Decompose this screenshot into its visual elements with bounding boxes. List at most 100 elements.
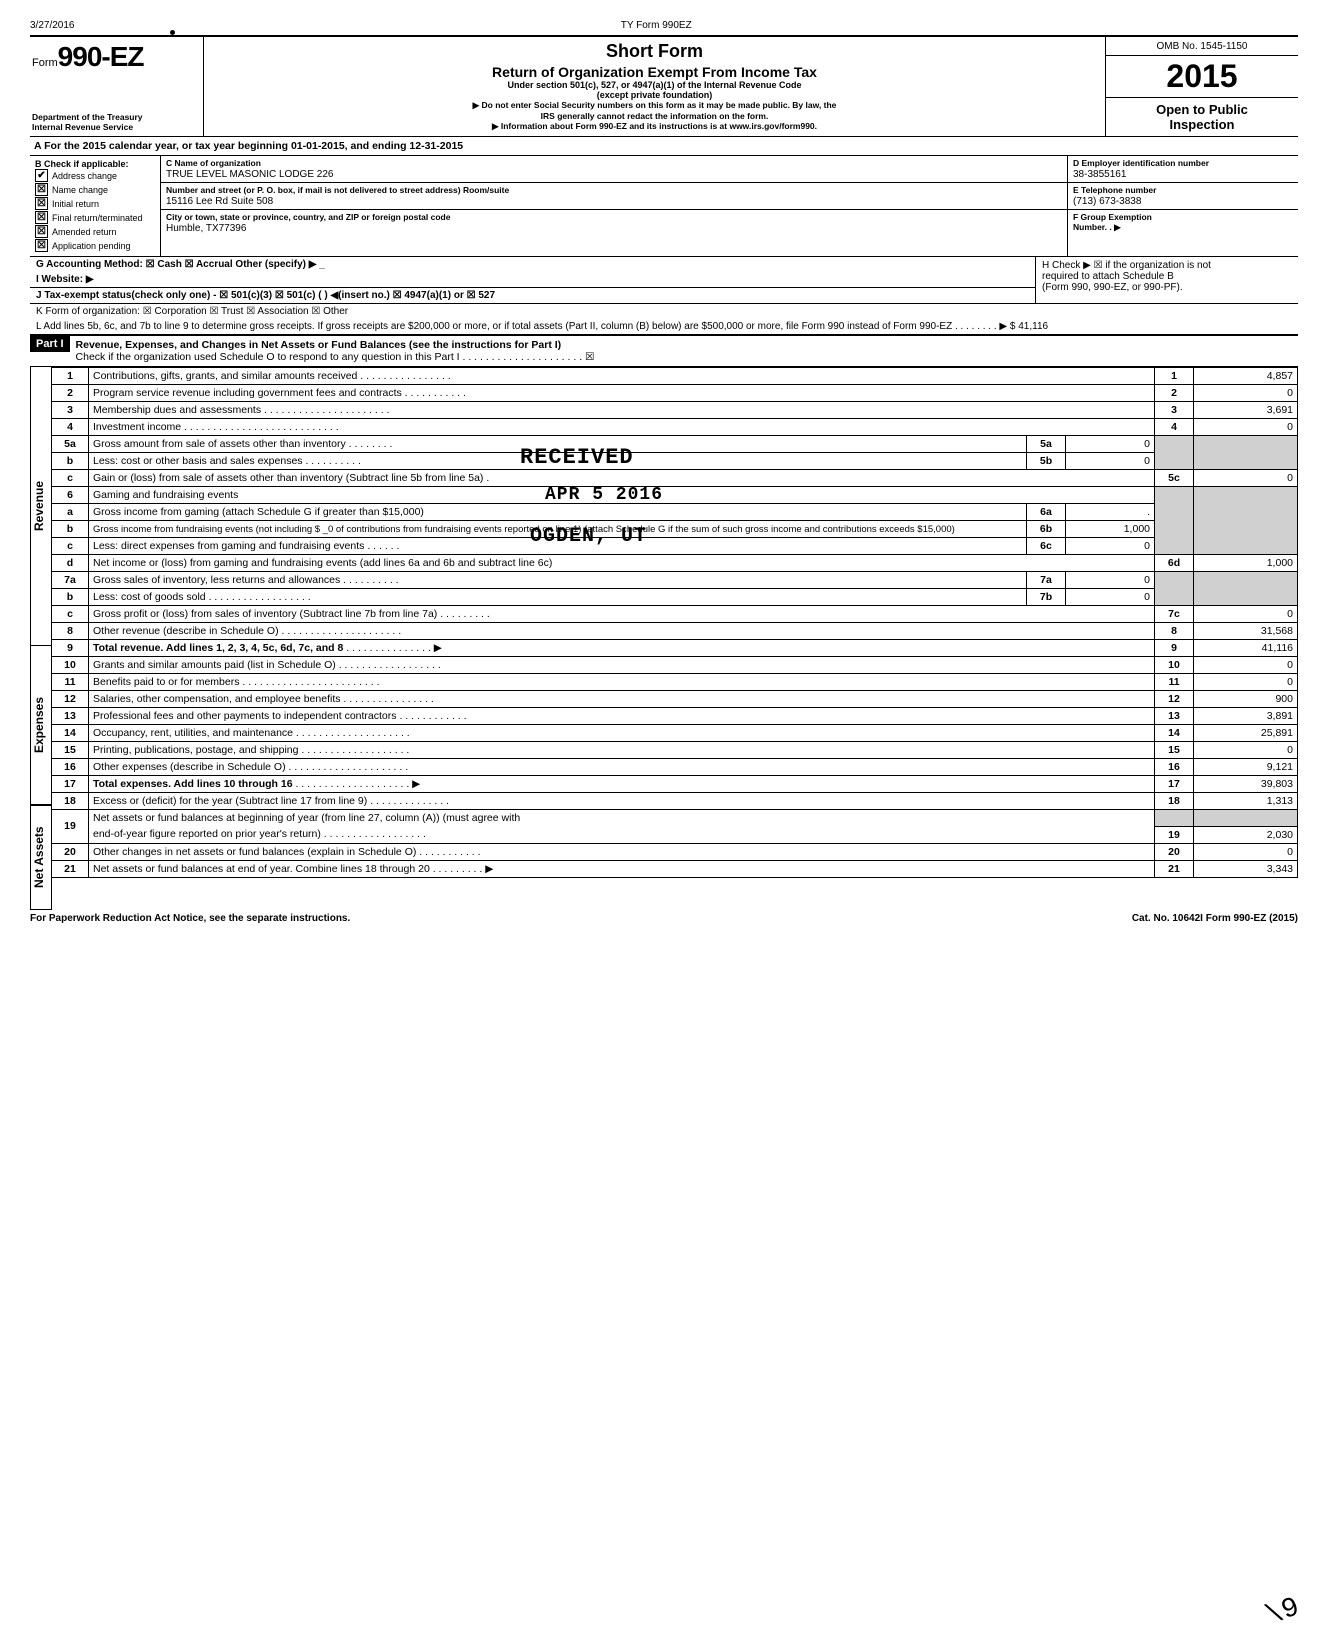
lbl-initial-return: Initial return <box>52 199 99 209</box>
b8: 8 <box>1155 623 1194 640</box>
t21: Net assets or fund balances at end of ye… <box>93 863 430 875</box>
n6: 6 <box>52 487 89 504</box>
n7a: 7a <box>52 572 89 589</box>
t7c: Gross profit or (loss) from sales of inv… <box>93 608 437 620</box>
a15: 0 <box>1194 742 1298 759</box>
lbl-name-change: Name change <box>52 185 108 195</box>
form-prefix: Form <box>32 57 58 69</box>
footer-left: For Paperwork Reduction Act Notice, see … <box>30 913 350 924</box>
subtitle-except: (except private foundation) <box>212 90 1097 100</box>
handwritten-mark: \9 <box>1262 1592 1304 1633</box>
form-header: Form990-EZ Department of the Treasury In… <box>30 35 1298 137</box>
t6a: Gross income from gaming (attach Schedul… <box>93 506 424 518</box>
n15: 15 <box>52 742 89 759</box>
t13: Professional fees and other payments to … <box>93 710 397 722</box>
chk-name-change[interactable]: ☒ <box>35 183 48 196</box>
omb-number: OMB No. 1545-1150 <box>1106 37 1298 56</box>
a17: 39,803 <box>1194 776 1298 793</box>
tax-year: 2015 <box>1112 58 1292 95</box>
b6d: 6d <box>1155 555 1194 572</box>
line-j: J Tax-exempt status(check only one) - ☒ … <box>30 287 1035 303</box>
phone: (713) 673-3838 <box>1073 196 1293 207</box>
b14: 14 <box>1155 725 1194 742</box>
sb6a: 6a <box>1027 504 1066 521</box>
b18: 18 <box>1155 793 1194 810</box>
b11: 11 <box>1155 674 1194 691</box>
t19: Net assets or fund balances at beginning… <box>93 812 520 824</box>
main-table: 1 Contributions, gifts, grants, and simi… <box>52 367 1298 878</box>
t4: Investment income <box>93 421 181 433</box>
org-city: Humble, TX77396 <box>166 223 1062 234</box>
org-address: 15116 Lee Rd Suite 508 <box>166 196 1062 207</box>
t17: Total expenses. Add lines 10 through 16 <box>93 778 293 790</box>
b13: 13 <box>1155 708 1194 725</box>
a2: 0 <box>1194 385 1298 402</box>
a21: 3,343 <box>1194 860 1298 877</box>
t14: Occupancy, rent, utilities, and maintena… <box>93 727 293 739</box>
a8: 31,568 <box>1194 623 1298 640</box>
dept-treasury: Department of the Treasury <box>32 112 197 122</box>
a20: 0 <box>1194 843 1298 860</box>
print-title: TY Form 990EZ <box>621 20 692 31</box>
sa6b: 1,000 <box>1066 521 1155 538</box>
a6d: 1,000 <box>1194 555 1298 572</box>
n12: 12 <box>52 691 89 708</box>
line-h-1: H Check ▶ ☒ if the organization is not <box>1042 260 1292 271</box>
a18: 1,313 <box>1194 793 1298 810</box>
dept-irs: Internal Revenue Service <box>32 122 197 132</box>
t9: Total revenue. Add lines 1, 2, 3, 4, 5c,… <box>93 642 343 654</box>
e-label: E Telephone number <box>1073 185 1293 195</box>
sa5b: 0 <box>1066 453 1155 470</box>
t12: Salaries, other compensation, and employ… <box>93 693 340 705</box>
part1-label: Part I <box>30 336 70 352</box>
dot <box>170 30 175 35</box>
lbl-final-return: Final return/terminated <box>52 213 143 223</box>
b15: 15 <box>1155 742 1194 759</box>
a1: 4,857 <box>1194 368 1298 385</box>
chk-final-return[interactable]: ☒ <box>35 211 48 224</box>
sa7a: 0 <box>1066 572 1155 589</box>
n1: 1 <box>52 368 89 385</box>
b1: 1 <box>1155 368 1194 385</box>
n3: 3 <box>52 402 89 419</box>
n9: 9 <box>52 640 89 657</box>
n5b: b <box>52 453 89 470</box>
stamp-ogden: OGDEN, UT <box>530 525 647 548</box>
sb7a: 7a <box>1027 572 1066 589</box>
f-label: F Group Exemption <box>1073 212 1293 222</box>
b16: 16 <box>1155 759 1194 776</box>
chk-initial-return[interactable]: ☒ <box>35 197 48 210</box>
t6b: Gross income from fundraising events (no… <box>93 524 955 535</box>
chk-app-pending[interactable]: ☒ <box>35 239 48 252</box>
open-public-2: Inspection <box>1112 117 1292 132</box>
b-header: Check if applicable: <box>44 159 129 169</box>
form-number: 990-EZ <box>58 41 144 72</box>
a16: 9,121 <box>1194 759 1298 776</box>
n5c: c <box>52 470 89 487</box>
note-ssn: ▶ Do not enter Social Security numbers o… <box>212 100 1097 111</box>
n18: 18 <box>52 793 89 810</box>
stamp-date: APR 5 2016 <box>545 485 663 505</box>
line-i: I Website: ▶ <box>30 272 1035 287</box>
note-redact: IRS generally cannot redact the informat… <box>212 111 1097 121</box>
sb5b: 5b <box>1027 453 1066 470</box>
d-label: D Employer identification number <box>1073 158 1293 168</box>
line-h-2: required to attach Schedule B <box>1042 271 1292 282</box>
n6a: a <box>52 504 89 521</box>
part1-sub: Check if the organization used Schedule … <box>76 351 595 363</box>
t1: Contributions, gifts, grants, and simila… <box>93 370 357 382</box>
b19: 19 <box>1155 826 1194 843</box>
a14: 25,891 <box>1194 725 1298 742</box>
lbl-amended: Amended return <box>52 227 117 237</box>
n14: 14 <box>52 725 89 742</box>
b17: 17 <box>1155 776 1194 793</box>
sa6a: . <box>1066 504 1155 521</box>
line-l: L Add lines 5b, 6c, and 7b to line 9 to … <box>30 319 1298 335</box>
n20: 20 <box>52 843 89 860</box>
b2: 2 <box>1155 385 1194 402</box>
footer-right: Cat. No. 10642I Form 990-EZ (2015) <box>1132 913 1298 924</box>
chk-address-change[interactable]: ✔ <box>35 169 48 182</box>
a4: 0 <box>1194 419 1298 436</box>
t10: Grants and similar amounts paid (list in… <box>93 659 336 671</box>
chk-amended[interactable]: ☒ <box>35 225 48 238</box>
